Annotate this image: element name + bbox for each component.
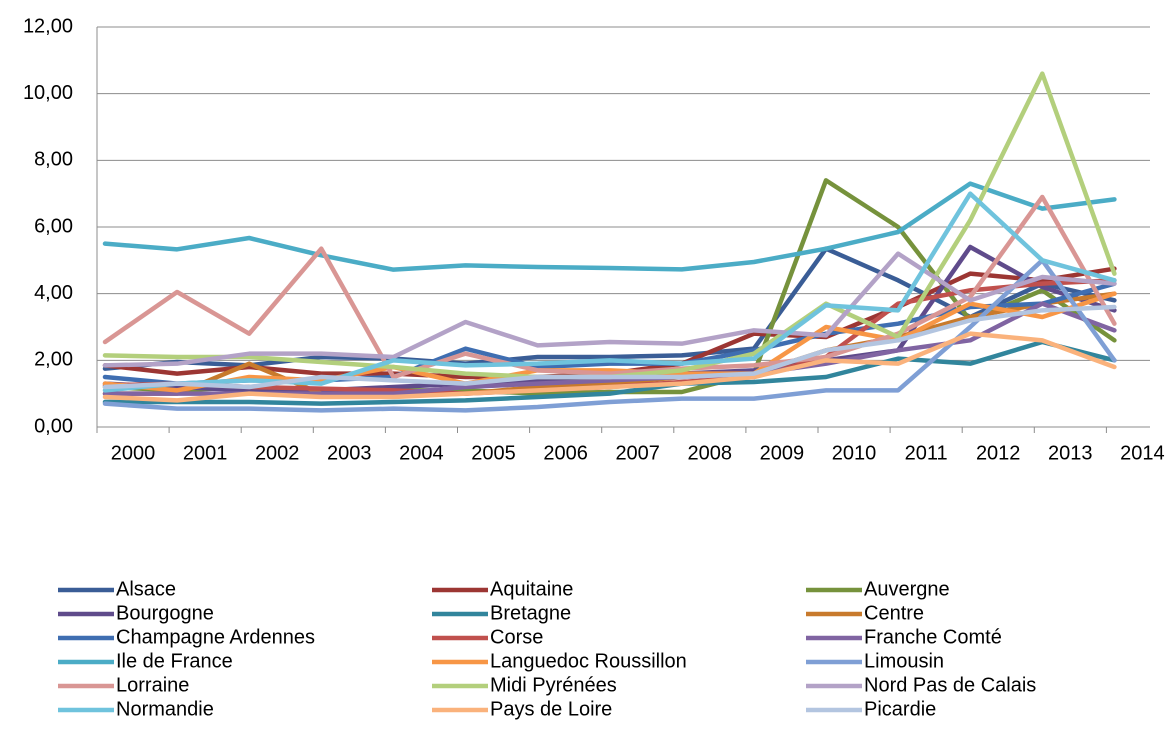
y-tick-label: 6,00	[34, 215, 73, 237]
legend-label: Languedoc Roussillon	[490, 650, 687, 672]
legend-label: Aquitaine	[490, 578, 573, 600]
legend-label: Bretagne	[490, 602, 571, 624]
y-tick-label: 2,00	[34, 349, 73, 371]
series-line	[102, 251, 1117, 368]
x-tick-label: 2000	[111, 442, 156, 464]
legend-label: Champagne Ardennes	[116, 626, 315, 648]
legend-label: Midi Pyrénées	[490, 674, 617, 696]
x-tick-label: 2001	[183, 442, 228, 464]
series-line	[102, 194, 1117, 380]
y-tick-label: 4,00	[34, 282, 73, 304]
x-tick-label: 2004	[399, 442, 444, 464]
x-tick-label: 2007	[615, 442, 660, 464]
x-tick-label: 2013	[1048, 442, 1093, 464]
legend-label: Lorraine	[116, 674, 189, 696]
x-tick-label: 2014	[1120, 442, 1165, 464]
legend-label: Picardie	[864, 698, 936, 720]
legend-label: Corse	[490, 626, 543, 648]
legend-label: Bourgogne	[116, 602, 214, 624]
series-line	[102, 331, 1117, 403]
x-tick-label: 2002	[255, 442, 300, 464]
x-tick-label: 2010	[832, 442, 877, 464]
legend-label: Normandie	[116, 698, 214, 720]
series-line	[102, 291, 1117, 398]
series-line	[102, 291, 1117, 393]
legend-label: Nord Pas de Calais	[864, 674, 1036, 696]
legend-label: Franche Comté	[864, 626, 1002, 648]
x-tick-label: 2005	[471, 442, 516, 464]
y-tick-label: 10,00	[23, 82, 73, 104]
x-tick-label: 2006	[543, 442, 588, 464]
legend-label: Limousin	[864, 650, 944, 672]
series-line	[102, 339, 1117, 406]
x-tick-label: 2011	[905, 442, 948, 464]
x-tick-label: 2008	[688, 442, 733, 464]
series-line	[102, 304, 1117, 390]
x-tick-label: 2012	[976, 442, 1021, 464]
series-line	[102, 258, 1117, 413]
x-tick-label: 2003	[327, 442, 372, 464]
y-tick-label: 12,00	[23, 15, 73, 37]
x-tick-label: 2009	[760, 442, 805, 464]
legend-label: Ile de France	[116, 650, 233, 672]
legend-label: Auvergne	[864, 578, 950, 600]
y-tick-label: 8,00	[34, 149, 73, 171]
legend-label: Alsace	[116, 578, 176, 600]
series-line	[102, 181, 1117, 272]
legend-label: Centre	[864, 602, 924, 624]
y-tick-label: 0,00	[34, 415, 73, 437]
series-line	[102, 246, 1117, 371]
legend-label: Pays de Loire	[490, 698, 612, 720]
